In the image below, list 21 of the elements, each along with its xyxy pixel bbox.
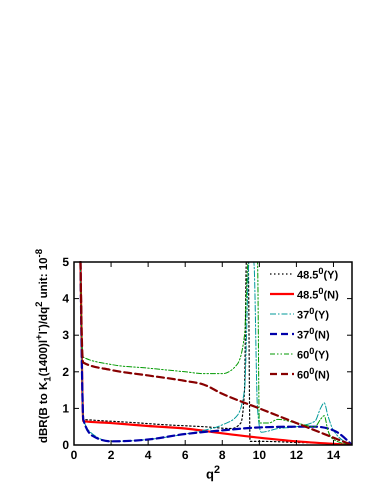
y-tick-label: 0 bbox=[62, 438, 70, 452]
x-tick-label: 12 bbox=[290, 448, 304, 462]
legend-label: 60$^{0}$(Y) bbox=[297, 346, 330, 362]
x-tick-label: 4 bbox=[144, 448, 152, 462]
x-tick-label: 2 bbox=[108, 448, 115, 462]
legend-label: 48.5$^{0}$(Y) bbox=[297, 266, 338, 282]
legend-label: 60$^{0}$(N) bbox=[297, 366, 330, 382]
x-tick-label: 8 bbox=[218, 448, 226, 462]
x-tick-label: 10 bbox=[252, 448, 266, 462]
y-tick-label: 2 bbox=[62, 364, 70, 379]
y-tick-label: 5 bbox=[62, 255, 70, 269]
x-axis-title: q$^{2}$ bbox=[206, 464, 220, 482]
y-tick-label: 3 bbox=[62, 328, 70, 342]
x-tick-label: 6 bbox=[182, 448, 189, 462]
x-tick-label: 0 bbox=[70, 448, 78, 462]
y-tick-label: 4 bbox=[62, 292, 70, 306]
legend-label: 48.5$^{0}$(N) bbox=[297, 286, 339, 302]
legend-label: 37$^{0}$(N) bbox=[297, 326, 330, 342]
y-tick-label: 1 bbox=[62, 401, 70, 416]
x-tick-label: 14 bbox=[326, 448, 340, 462]
legend-label: 37$^{0}$(Y) bbox=[297, 306, 330, 322]
